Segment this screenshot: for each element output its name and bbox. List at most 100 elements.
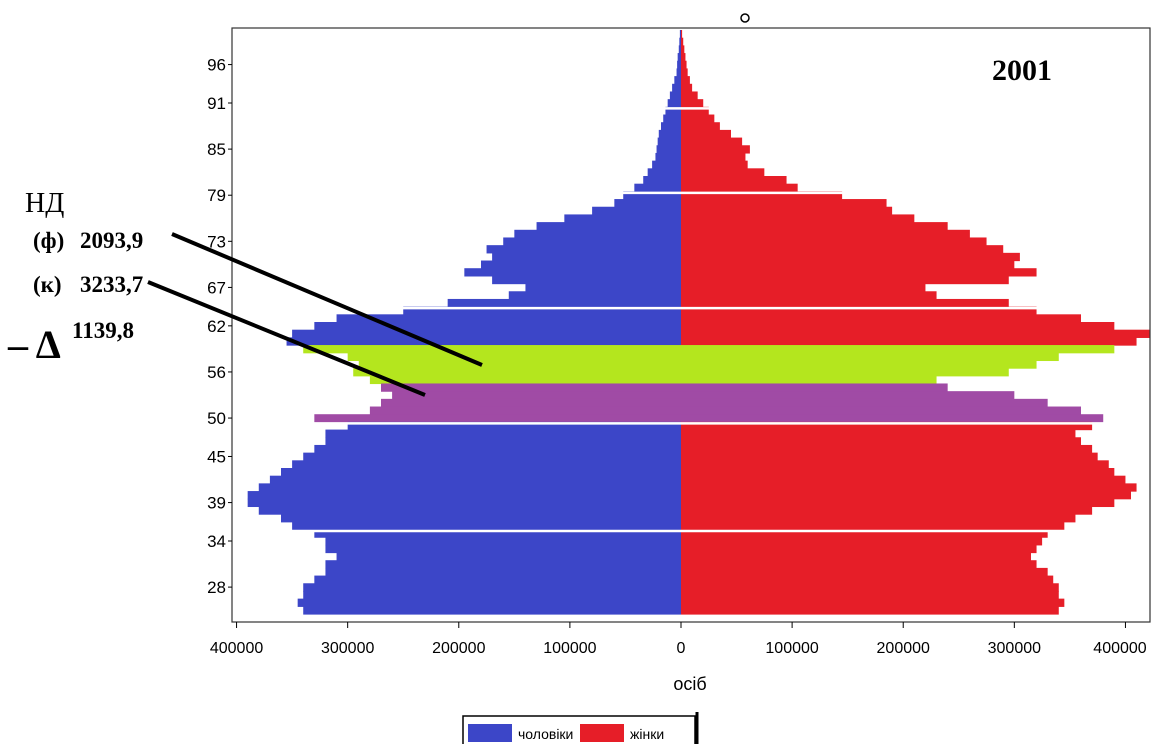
bar-male-age-26 [297, 598, 681, 607]
bar-female-age-97 [681, 53, 686, 62]
bar-male-age-56 [353, 368, 681, 377]
bar-female-age-51 [681, 406, 1081, 415]
bar-male-age-93 [672, 83, 681, 93]
y-tick-label-56: 56 [207, 363, 226, 382]
bar-male-age-46 [314, 444, 681, 454]
annotation-f-prefix: (ф) [33, 228, 64, 253]
bar-female-age-25 [681, 606, 1059, 615]
y-axis-ticks: 96 91 85 79 73 67 62 56 50 45 39 34 28 [207, 56, 232, 597]
bar-female-age-70 [681, 260, 1015, 269]
separators-layer [252, 107, 1145, 533]
bar-female-age-29 [681, 575, 1054, 584]
bar-male-age-84 [655, 152, 681, 162]
legend: чоловіки жінки [462, 712, 699, 747]
y-tick-label-85: 85 [207, 140, 226, 159]
bar-female-age-42 [681, 475, 1126, 484]
bar-male-age-89 [663, 114, 681, 123]
bar-female-age-87 [681, 129, 731, 139]
bar-male-age-42 [269, 475, 681, 484]
bar-male-age-94 [674, 76, 681, 85]
bar-female-age-68 [681, 275, 1009, 285]
bar-male-age-31 [325, 560, 681, 569]
x-tick-label: 200000 [432, 640, 485, 657]
plot-frame [231, 27, 1151, 623]
bar-male-age-83 [652, 160, 681, 169]
bar-male-age-73 [503, 237, 681, 246]
bar-female-age-72 [681, 245, 1004, 254]
bar-male-age-34 [325, 537, 681, 546]
x-axis-label: осіб [673, 674, 706, 694]
bar-female-age-45 [681, 452, 1098, 461]
bar-male-age-100 [679, 30, 681, 39]
bar-female-age-84 [681, 152, 746, 162]
y-tick-label-28: 28 [207, 578, 226, 597]
bar-female-age-38 [681, 506, 1093, 515]
bar-male-age-88 [661, 122, 681, 131]
bar-female-age-36 [681, 521, 1065, 531]
bar-female-age-52 [681, 398, 1048, 408]
x-axis-ticks: 400000 300000 200000 100000 0 100000 200000 300… [210, 622, 1147, 657]
bar-male-age-82 [647, 168, 681, 177]
bar-female-age-47 [681, 437, 1081, 446]
bar-male-age-58 [347, 352, 681, 362]
bar-female-age-30 [681, 567, 1048, 577]
bar-female-age-43 [681, 468, 1115, 477]
bar-male-age-59 [303, 345, 681, 354]
bar-male-age-68 [492, 275, 681, 285]
bar-female-age-39 [681, 498, 1115, 508]
bar-male-age-77 [592, 206, 681, 216]
bar-male-age-65 [447, 298, 681, 308]
bar-female-age-79 [681, 191, 843, 200]
x-tick-label: 300000 [988, 640, 1041, 657]
bar-male-age-49 [347, 421, 681, 431]
bar-male-age-35 [314, 529, 681, 538]
bar-female-age-40 [681, 491, 1131, 500]
bar-male-age-55 [369, 375, 681, 385]
y-tick-label-34: 34 [207, 532, 226, 551]
bar-male-age-69 [464, 268, 681, 277]
bar-female-age-49 [681, 421, 1093, 431]
bar-female-age-44 [681, 460, 1109, 469]
bar-male-age-39 [247, 498, 681, 508]
y-tick-label-50: 50 [207, 409, 226, 428]
bar-female-age-60 [681, 337, 1137, 346]
bar-female-age-37 [681, 514, 1076, 523]
bar-male-age-48 [325, 429, 681, 438]
bar-male-age-61 [292, 329, 681, 338]
bar-female-age-54 [681, 383, 948, 392]
bar-male-age-50 [314, 414, 681, 423]
annotation-k-prefix: (к) [33, 272, 62, 297]
bar-male-age-75 [536, 222, 681, 231]
bar-female-age-46 [681, 444, 1093, 454]
bar-male-age-64 [403, 306, 681, 315]
bar-male-age-36 [292, 521, 681, 531]
y-tick-label-96: 96 [207, 56, 226, 75]
annotation-delta-prefix: – Δ [7, 322, 61, 367]
bar-female-age-65 [681, 298, 1009, 308]
bar-female-age-76 [681, 214, 915, 223]
bar-male-age-29 [314, 575, 681, 584]
legend-label-men: чоловіки [518, 726, 573, 742]
bar-female-age-26 [681, 598, 1065, 607]
bar-female-age-91 [681, 99, 704, 108]
bars-layer [247, 30, 1150, 615]
bar-male-age-53 [392, 391, 681, 400]
bar-male-age-79 [623, 191, 681, 200]
pointer-line-k [147, 280, 426, 397]
bar-male-age-91 [667, 99, 681, 108]
bar-male-age-62 [314, 322, 681, 331]
bar-female-age-85 [681, 145, 750, 154]
bar-female-age-96 [681, 60, 687, 70]
annotation-k-value: 3233,7 [80, 272, 143, 297]
bar-male-age-66 [508, 291, 681, 300]
bar-male-age-43 [281, 468, 681, 477]
bar-female-age-81 [681, 176, 787, 185]
y-tick-label-91: 91 [207, 94, 226, 113]
x-tick-label: 0 [677, 640, 686, 657]
bar-male-age-60 [286, 337, 681, 346]
bar-male-age-27 [303, 590, 681, 600]
bar-male-age-38 [258, 506, 681, 515]
bar-male-age-40 [247, 491, 681, 500]
bar-female-age-41 [681, 483, 1137, 492]
